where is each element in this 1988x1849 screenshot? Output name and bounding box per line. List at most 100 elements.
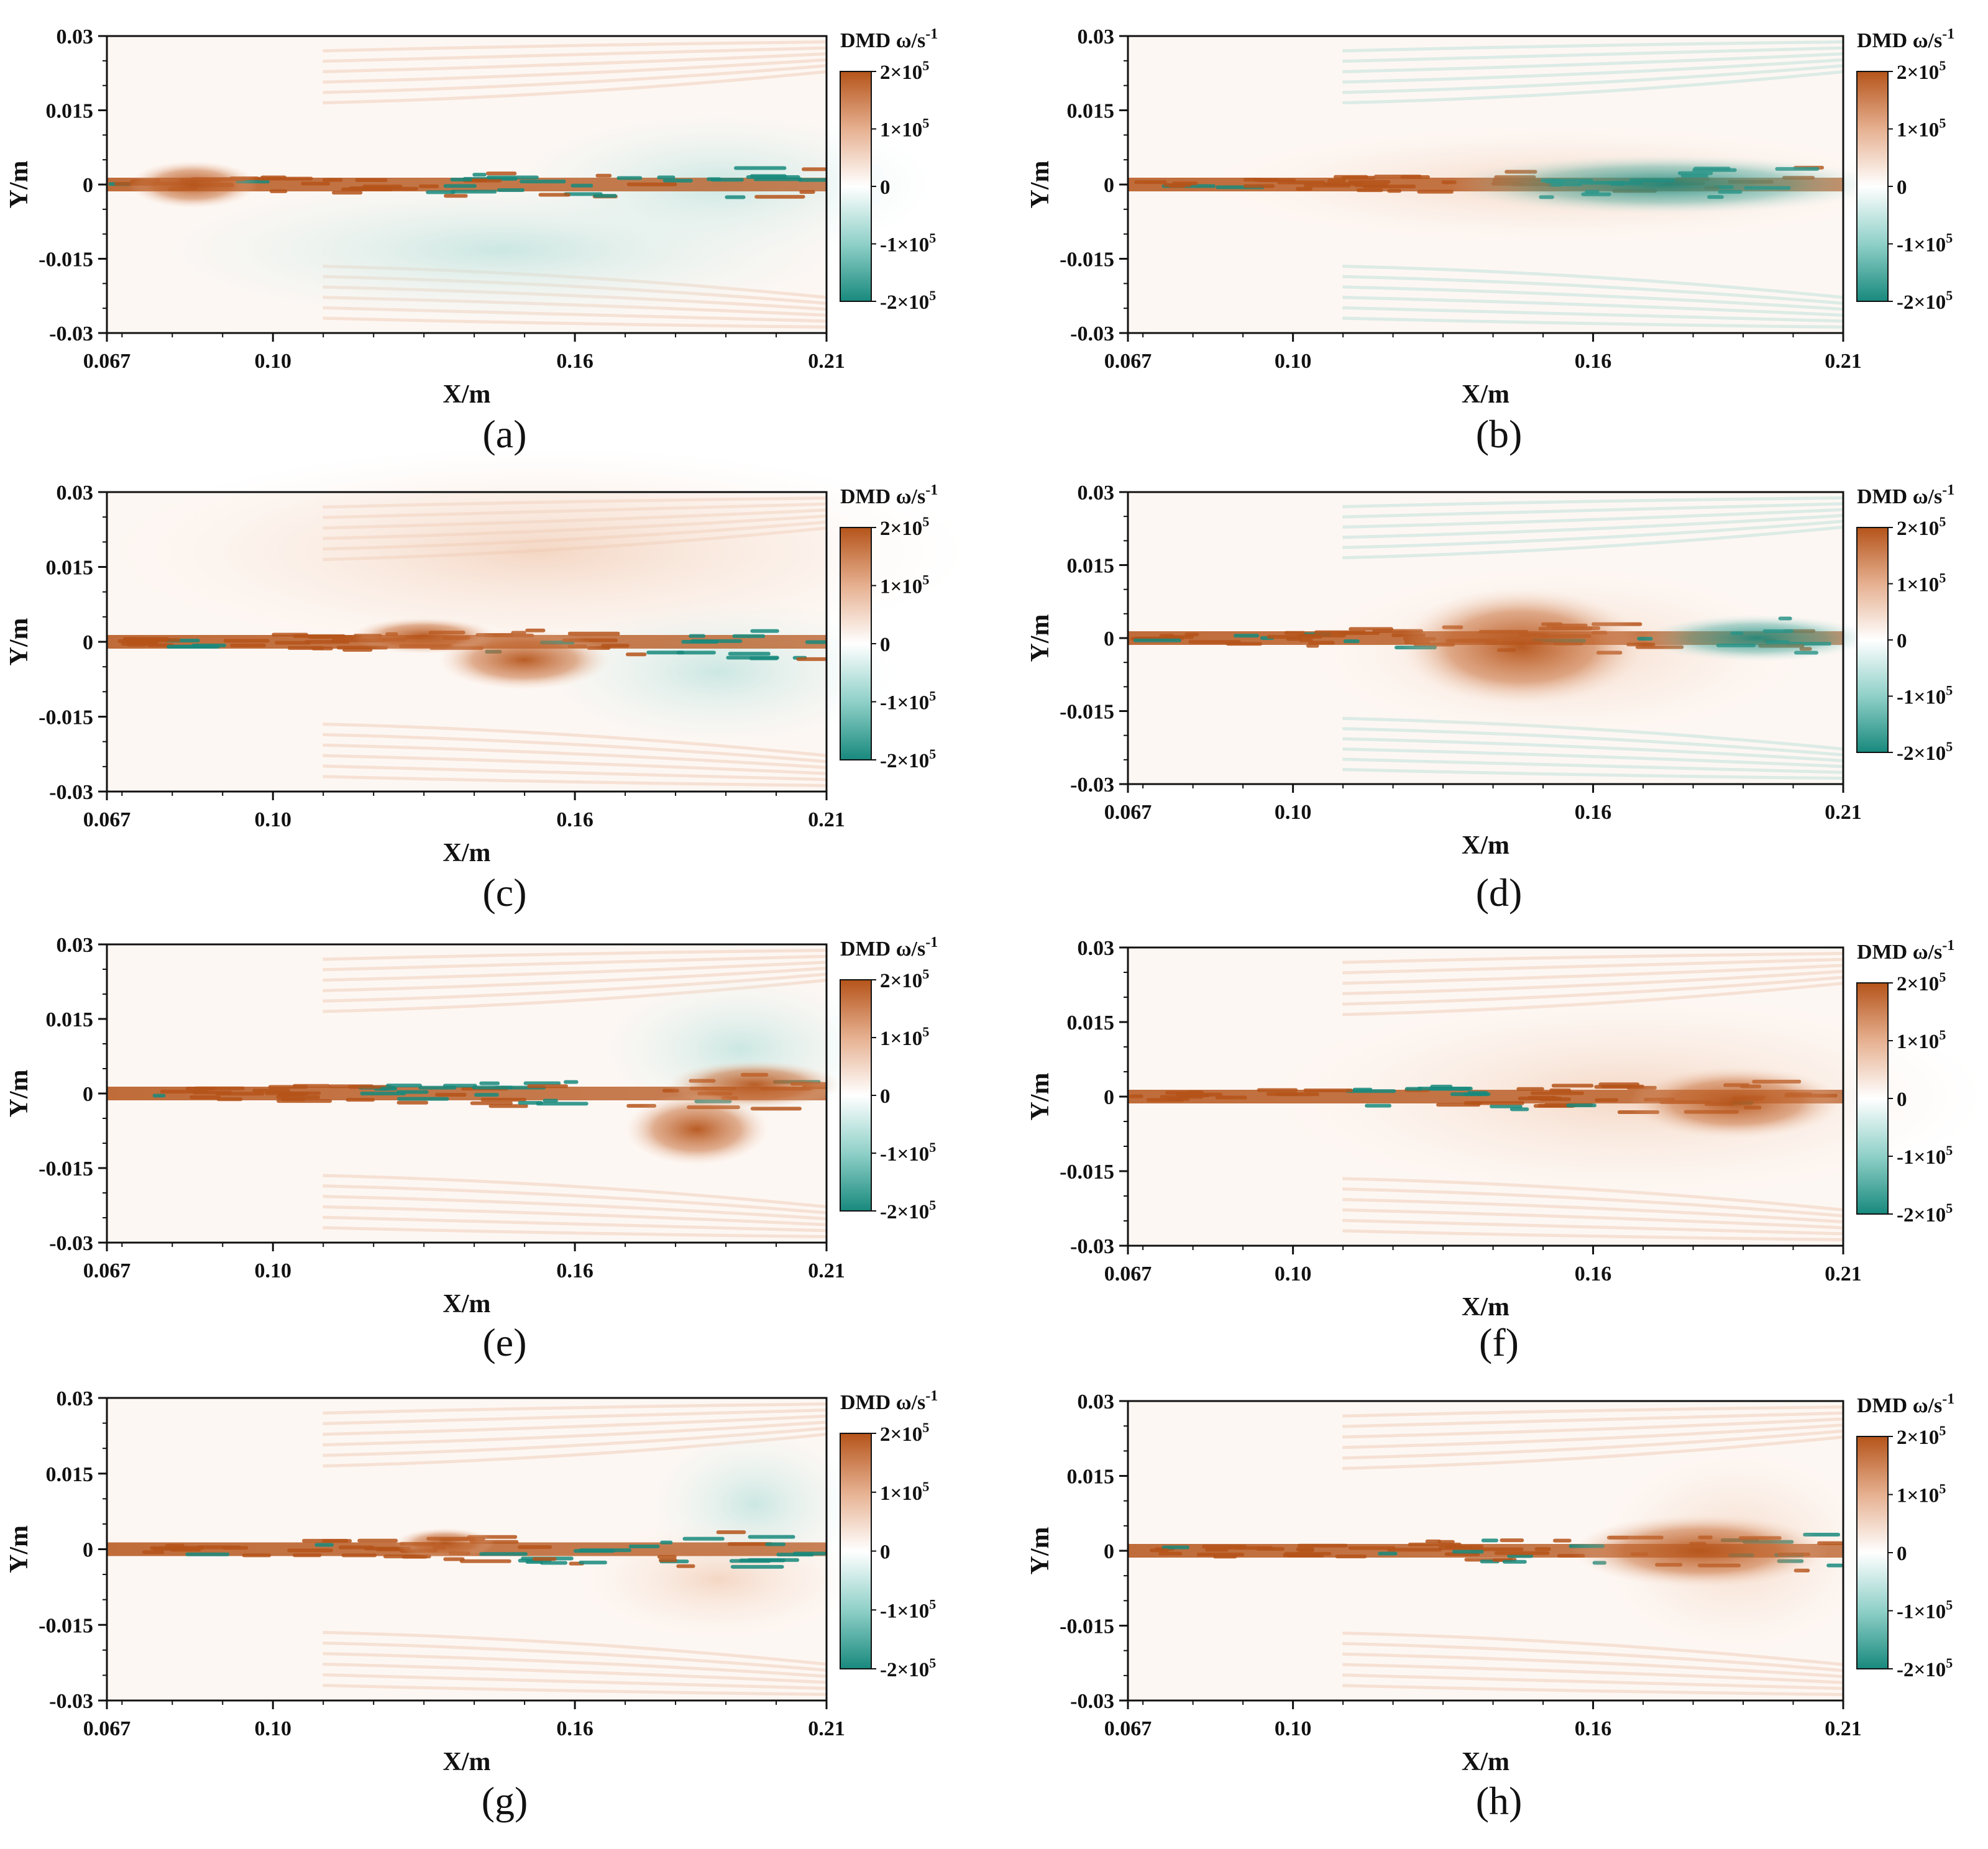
panel-d: 0.067 0.10 0.16 0.21 0.03 0.015 0 -0.015 -0.03 X/… — [1026, 482, 1954, 915]
shear-stripe-lower — [323, 1663, 827, 1684]
y-tick-label: 0 — [83, 631, 93, 654]
shear-stripe-lower — [1342, 1673, 1844, 1691]
y-tick-label: -0.03 — [1070, 322, 1114, 345]
vortex-streak — [689, 634, 706, 638]
x-tick-label: 0.10 — [1275, 350, 1312, 373]
vortex-streak — [1417, 1087, 1473, 1091]
vortex-streak — [657, 1555, 677, 1559]
vortex-streak — [215, 1092, 265, 1096]
x-axis-label: X/m — [443, 380, 491, 409]
vortex-streak — [341, 187, 393, 191]
vortex-streak — [1549, 1088, 1572, 1092]
colorbar-tick-label: 0 — [1897, 176, 1907, 199]
colorbar-tick-exponent: 5 — [1946, 739, 1953, 754]
vortex-streak — [380, 1087, 398, 1091]
vortex-streak — [1134, 180, 1167, 185]
x-tick-label: 0.10 — [254, 1717, 291, 1740]
y-tick-label: 0.015 — [46, 557, 94, 580]
shear-stripe-lower — [1342, 768, 1844, 780]
vortex-streak — [126, 642, 147, 647]
y-tick-label: -0.015 — [1060, 701, 1114, 724]
colorbar-title: DMD ω/s-1 — [840, 1388, 938, 1414]
y-tick-label: -0.015 — [1060, 1161, 1114, 1184]
vortex-streak — [332, 191, 363, 195]
shear-stripe-upper — [1342, 502, 1844, 519]
vortex-streak — [1253, 178, 1279, 182]
shear-stripe-upper — [323, 1402, 827, 1415]
shear-stripe-lower — [323, 1684, 827, 1696]
vortex-streak — [426, 190, 456, 194]
shear-stripe-lower — [1342, 1684, 1844, 1696]
shear-stripe-upper — [1342, 519, 1844, 549]
shear-stripe-upper — [1342, 969, 1844, 995]
x-tick-label: 0.21 — [1825, 801, 1862, 824]
vortex-streak — [479, 1552, 528, 1556]
shear-stripe-upper — [1342, 1435, 1844, 1470]
vortex-streak — [1277, 180, 1326, 185]
colorbar-tick-label: -1×105 — [1897, 683, 1953, 709]
vortex-streak — [1528, 1095, 1557, 1100]
vortex-streak — [472, 1085, 513, 1090]
vortex-streak — [646, 651, 685, 655]
vortex-streak — [443, 184, 477, 188]
vortex-streak — [1150, 1548, 1169, 1553]
x-tick-label: 0.10 — [1275, 1717, 1312, 1740]
vortex-streak — [275, 641, 311, 645]
x-axis-label: X/m — [1462, 1293, 1509, 1322]
vortex-streak — [1243, 184, 1275, 188]
shear-stripe-lower — [323, 764, 827, 782]
vortex-streak — [1469, 1101, 1524, 1105]
colorbar-tick-label: 2×105 — [880, 1420, 929, 1446]
vortex-streak — [564, 192, 603, 196]
vortex-streak — [450, 189, 497, 194]
vortex-streak — [486, 175, 539, 180]
vortex-streak — [260, 175, 286, 180]
vortex-streak — [1349, 627, 1394, 631]
vortex-streak — [1303, 1088, 1354, 1092]
field-haze — [107, 447, 971, 657]
panel-label: (e) — [482, 1320, 526, 1364]
colorbar-title-superscript: -1 — [1942, 26, 1954, 42]
shear-stripe-lower — [1342, 1663, 1844, 1684]
colorbar-tick-label: 2×105 — [1897, 1423, 1946, 1449]
vortex-streak — [536, 1102, 589, 1106]
vortex-streak — [1509, 1107, 1529, 1112]
shear-stripe-lower — [1342, 1652, 1844, 1678]
vortex-bloom — [625, 1093, 769, 1166]
shear-stripe-upper — [323, 40, 827, 53]
colorbar-tick-label: 2×105 — [880, 58, 929, 84]
x-tick-label: 0.16 — [1575, 1262, 1612, 1285]
vortex-streak — [579, 1560, 607, 1564]
x-axis-label: X/m — [443, 839, 491, 867]
vortex-streak — [802, 167, 827, 171]
colorbar-title-superscript: -1 — [925, 1388, 938, 1404]
y-tick-label: -0.03 — [1070, 1690, 1114, 1713]
colorbar-tick-exponent: 5 — [1939, 570, 1946, 586]
vortex-streak — [355, 178, 388, 183]
vortex-streak — [1297, 1543, 1348, 1548]
vortex-streak — [567, 631, 620, 636]
x-tick-label: 0.16 — [556, 1717, 593, 1740]
colorbar-title: DMD ω/s-1 — [840, 482, 938, 508]
vortex-streak — [418, 184, 439, 188]
y-tick-label: -0.015 — [39, 1157, 93, 1180]
colorbar-tick-label: -1×105 — [880, 231, 936, 257]
vortex-streak — [796, 657, 827, 661]
y-tick-label: 0.015 — [1067, 1466, 1115, 1489]
y-tick-label: 0 — [83, 1083, 93, 1106]
shear-stripe-lower — [323, 754, 827, 775]
x-tick-label: 0.21 — [1825, 1262, 1862, 1285]
vortex-streak — [230, 643, 266, 647]
shear-stripe-upper — [323, 966, 827, 992]
colorbar-tick-label: -1×105 — [880, 1596, 936, 1622]
colorbar-tick-label: 1×105 — [880, 116, 929, 142]
colorbar-tick-label: -1×105 — [1897, 1143, 1953, 1169]
colorbar-tick-exponent: 5 — [1939, 58, 1946, 73]
vortex-streak — [1826, 1563, 1843, 1568]
colorbar-tick-exponent: 5 — [929, 1655, 936, 1671]
y-tick-label: 0 — [1104, 1540, 1114, 1563]
colorbar-tick-exponent: 5 — [929, 1197, 936, 1213]
shear-stripe-upper — [1342, 496, 1844, 508]
vortex-streak — [543, 1098, 558, 1103]
